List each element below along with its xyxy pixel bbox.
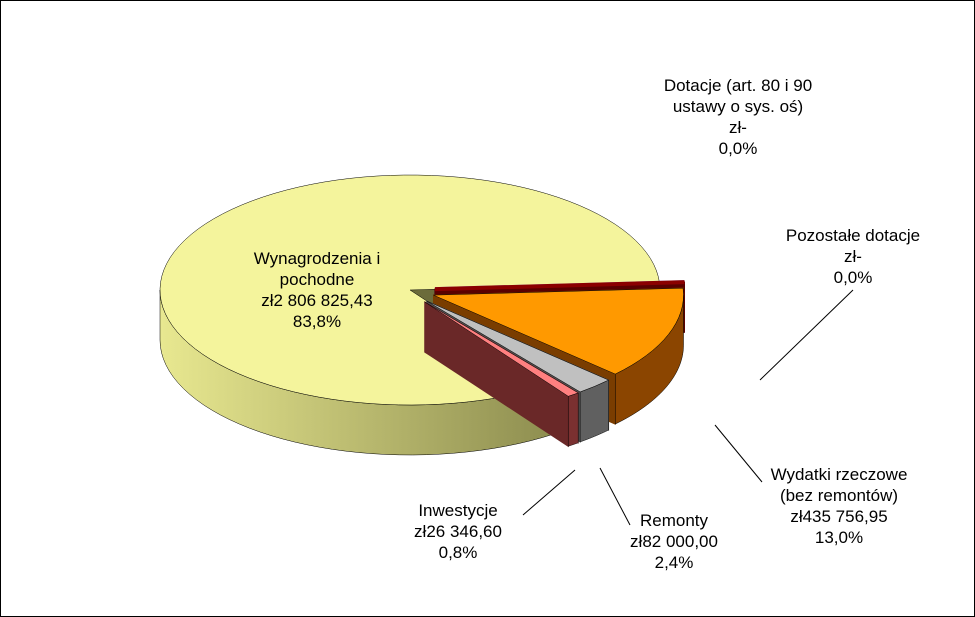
value-label: zł26 346,60 [414, 522, 502, 541]
category-label: Pozostałe dotacje [785, 226, 921, 245]
data-label: Wynagrodzenia i pochodne zł2 806 825,43 83… [227, 248, 407, 332]
data-label: Pozostałe dotacje zł- 0,0% [763, 225, 943, 288]
pie-slice [433, 287, 684, 375]
percent-label: 0,0% [833, 268, 873, 287]
percent-label: 13,0% [814, 528, 864, 547]
category-label: Wynagrodzenia i pochodne [253, 249, 381, 289]
slice-side [567, 392, 579, 447]
percent-label: 0,8% [438, 543, 478, 562]
leader-line [522, 469, 576, 516]
data-label: Wydatki rzeczowe (bez remontów) zł435 756… [754, 464, 924, 548]
percent-label: 83,8% [292, 312, 342, 331]
pie-slice [426, 300, 610, 393]
value-label: zł82 000,00 [630, 532, 718, 551]
category-label: Wydatki rzeczowe (bez remontów) [770, 465, 908, 505]
data-label: Remonty zł82 000,00 2,4% [614, 510, 734, 573]
percent-label: 0,0% [718, 139, 758, 158]
data-label: Inwestycje zł26 346,60 0,8% [398, 500, 518, 563]
category-label: Inwestycje [418, 501, 498, 520]
leader-line [599, 467, 631, 526]
percent-label: 2,4% [654, 553, 694, 572]
leader-line [714, 424, 763, 483]
value-label: zł435 756,95 [790, 507, 888, 526]
value-label: zł2 806 825,43 [261, 291, 373, 310]
pie-slice [159, 174, 660, 406]
value-label: zł- [729, 118, 747, 137]
value-label: zł- [844, 247, 862, 266]
leader-line [759, 289, 854, 381]
data-label: Dotacje (art. 80 i 90 ustawy o sys. oś) z… [638, 75, 838, 159]
category-label: Remonty [639, 511, 709, 530]
pie-slice [434, 280, 685, 292]
category-label: Dotacje (art. 80 i 90 ustawy o sys. oś) [663, 76, 813, 116]
pie-slice [424, 301, 579, 397]
